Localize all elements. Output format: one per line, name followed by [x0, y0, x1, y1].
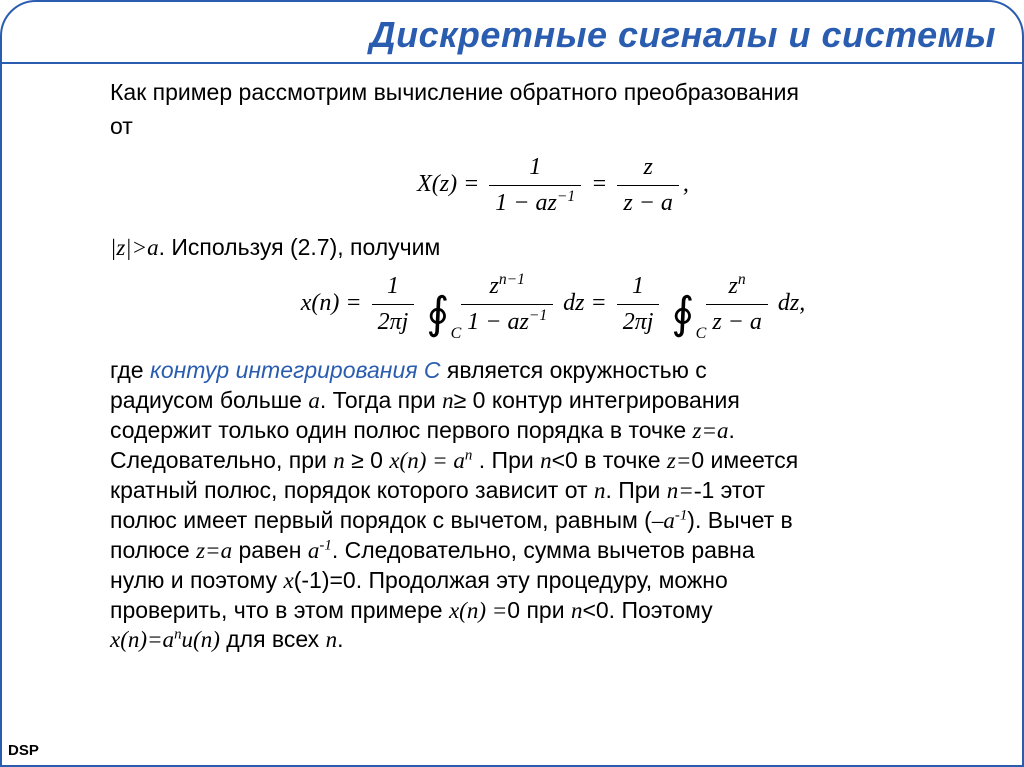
p-l6b: ). Вычет в: [687, 507, 792, 533]
p-l3a: содержит только один полюс первого поряд…: [110, 417, 693, 443]
formula-2: x(n) = 1 2πj ∮C zn−1 1 − az−1 dz = 1 2πj…: [110, 271, 996, 342]
f2-den2a: 1 −: [467, 309, 507, 335]
p-l10-sup: n: [174, 627, 181, 643]
cond-mid: |>: [125, 235, 147, 260]
f1-mid: =: [591, 171, 613, 197]
p-l7a: полюсе: [110, 537, 196, 563]
f1-lhs: X(z) =: [417, 171, 479, 197]
p-l4-nlt: n: [540, 448, 552, 473]
p-l9-n: n: [571, 598, 583, 623]
p-l1a: где: [110, 357, 150, 383]
f1-den1a: 1 −: [495, 190, 535, 216]
cond-post: . Используя (2.7), получим: [159, 234, 441, 260]
p-l9c: <0. Поэтому: [582, 597, 712, 623]
p-l4-xn: x(n) = a: [389, 448, 465, 473]
integration-contour-term: контур интегрирования C: [150, 357, 441, 383]
footer-dsp-label: DSP: [8, 742, 39, 759]
p-l4d: <0 в точке: [552, 447, 667, 473]
p-l4a: Следовательно, при: [110, 447, 333, 473]
p-l2c: ≥ 0 контур интегрирования: [454, 387, 740, 413]
f2-den2b: az: [507, 309, 528, 335]
f1-den2: z − a: [617, 186, 679, 219]
p-l1b: является окружностью с: [441, 357, 707, 383]
p-l6-ma: –a: [652, 508, 675, 533]
p-l2-var-a: a: [308, 388, 320, 413]
p-l7b: равен: [232, 537, 308, 563]
cond-a: a: [147, 235, 159, 260]
slide-content: Как пример рассмотрим вычисление обратно…: [0, 64, 1024, 655]
p-l3-za: z=a: [693, 418, 729, 443]
p-l5b: . При: [605, 477, 666, 503]
cond-z: z: [116, 235, 125, 260]
p-l4-z0: z=: [667, 448, 691, 473]
intro-line-1: Как пример рассмотрим вычисление обратно…: [110, 78, 996, 108]
f2-dz1: dz: [563, 290, 584, 316]
f2-den4: z − a: [706, 305, 768, 338]
f2-num4-sup: n: [738, 271, 746, 288]
p-l9-xn: x(n) =: [449, 598, 507, 623]
f2-lhs: x(n) =: [301, 290, 362, 316]
p-l4-n: n: [333, 448, 345, 473]
f2-den1: 2πj: [372, 305, 415, 338]
p-l5-n: n: [594, 478, 606, 503]
oint-sub: C: [451, 324, 462, 345]
f2-num1: 1: [372, 271, 415, 305]
p-l10c: для всех: [220, 626, 326, 652]
contour-integral-icon-2: ∮C: [671, 285, 694, 342]
f2-num3: 1: [617, 271, 660, 305]
p-l6-sup: -1: [675, 507, 687, 523]
p-l10a: x(n)=a: [110, 627, 174, 652]
f1-den1-sup: −1: [557, 188, 575, 205]
f2-den2-sup: −1: [529, 307, 547, 324]
f2-den3: 2πj: [617, 305, 660, 338]
p-l7-a2: a: [308, 538, 320, 563]
p-l8-x: x: [284, 568, 294, 593]
f2-end: dz,: [778, 290, 805, 316]
p-l3b: .: [729, 417, 735, 443]
formula-1: X(z) = 1 1 − az−1 = z z − a ,: [110, 152, 996, 219]
p-l9b: 0 при: [507, 597, 571, 623]
contour-integral-icon: ∮C: [426, 285, 449, 342]
oint-sub-2: C: [696, 324, 707, 345]
p-l10-n: n: [326, 627, 338, 652]
main-paragraph: где контур интегрирования C является окр…: [110, 356, 996, 655]
p-l4c: . При: [472, 447, 540, 473]
p-l10d: .: [337, 626, 343, 652]
p-l5c: 1 этот: [701, 477, 765, 503]
p-l8a: нулю и поэтому: [110, 567, 284, 593]
intro-line-2: от: [110, 112, 996, 142]
f2-eq: =: [590, 290, 612, 316]
p-l4e: 0 имеется: [691, 447, 798, 473]
slide-title: Дискретные сигналы и системы: [0, 0, 1024, 64]
p-l10b: u(n): [182, 627, 220, 652]
p-l6a: полюс имеет первый порядок с вычетом, ра…: [110, 507, 652, 533]
f1-den1b: az: [535, 190, 556, 216]
p-l2-var-n: n: [442, 388, 454, 413]
p-l7-sup: -1: [319, 537, 331, 553]
p-l7c: . Следовательно, сумма вычетов равна: [332, 537, 755, 563]
p-l9a: проверить, что в этом примере: [110, 597, 449, 623]
f1-num2: z: [617, 152, 679, 186]
p-l8b: (-1)=0. Продолжая эту процедуру, можно: [294, 567, 728, 593]
condition-line: |z|>a. Используя (2.7), получим: [110, 233, 996, 263]
p-l2b: . Тогда при: [320, 387, 442, 413]
p-l2a: радиусом больше: [110, 387, 308, 413]
f1-end: ,: [683, 171, 689, 197]
f2-num2a: z: [489, 273, 498, 299]
f2-num2-sup: n−1: [499, 271, 525, 288]
p-l5a: кратный полюс, порядок которого зависит …: [110, 477, 594, 503]
f1-num1: 1: [489, 152, 581, 186]
p-l7-za: z=a: [196, 538, 232, 563]
f2-num4a: z: [729, 273, 738, 299]
p-l4b: ≥ 0: [345, 447, 390, 473]
p-l5-nm1: n=-: [667, 478, 702, 503]
